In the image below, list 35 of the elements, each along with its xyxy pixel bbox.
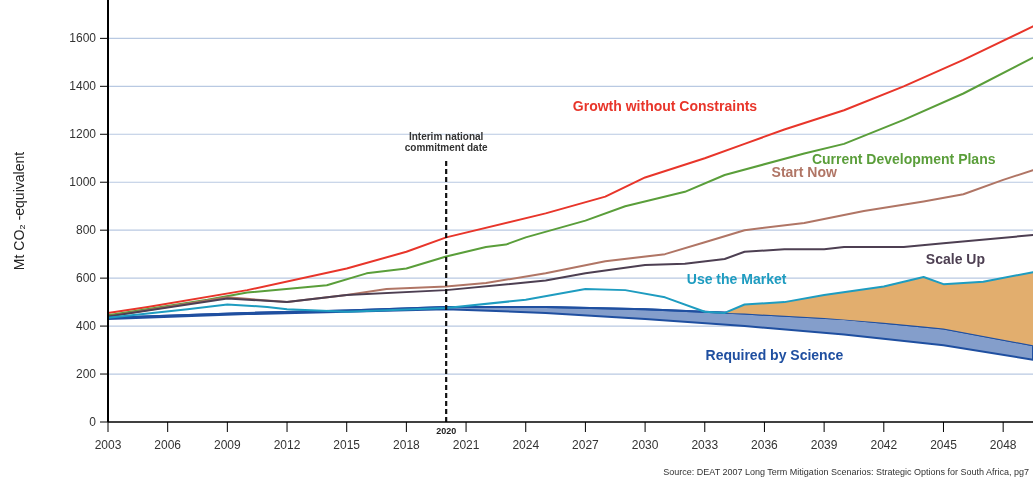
line-series [107, 233, 1033, 318]
source-note: Source: DEAT 2007 Long Term Mitigation Scenarios: Strategic Options for South Africa, pg7 [663, 467, 1029, 477]
x-tick-label: 2027 [572, 438, 600, 452]
series-label: Use the Market [686, 270, 787, 287]
y-tick-label: 1400 [69, 79, 97, 94]
x-tick-label: 2009 [214, 438, 242, 452]
y-tick-label: 600 [75, 271, 97, 286]
x-tick-label: 2048 [989, 438, 1017, 452]
y-tick-label: 400 [75, 319, 97, 334]
x-tick-label: 2039 [810, 438, 838, 452]
y-axis-title: Mt CO₂ -equivalent [11, 151, 27, 271]
y-tick-label: 1600 [69, 31, 97, 46]
series-label: Growth without Constraints [572, 98, 758, 115]
x-tick-label: 2030 [631, 438, 659, 452]
y-tick-label: 1200 [69, 127, 97, 142]
series-label: Scale Up [925, 251, 985, 268]
line-series [107, 271, 1033, 319]
x-tick-label: 2045 [930, 438, 958, 452]
x-tick-label: 2015 [333, 438, 361, 452]
x-tick-label: 2006 [154, 438, 182, 452]
y-tick-label: 200 [75, 367, 97, 382]
x-tick-label: 2042 [870, 438, 898, 452]
x-tick-label: 2021 [452, 438, 480, 452]
x-tick-label: 2024 [512, 438, 540, 452]
ref-line-label: Interim national commitment date [404, 131, 489, 153]
y-tick-label: 1000 [69, 175, 97, 190]
annotation: 2020 [436, 426, 457, 436]
y-tick-label: 0 [89, 415, 97, 429]
x-tick-label: 2036 [751, 438, 779, 452]
x-tick-label: 2018 [393, 438, 421, 452]
x-tick-label: 2003 [94, 438, 122, 452]
text: Required by Science [705, 347, 844, 364]
x-tick-label: 2012 [273, 438, 301, 452]
x-tick-label: 2033 [691, 438, 719, 452]
y-tick-label: 800 [75, 223, 97, 238]
